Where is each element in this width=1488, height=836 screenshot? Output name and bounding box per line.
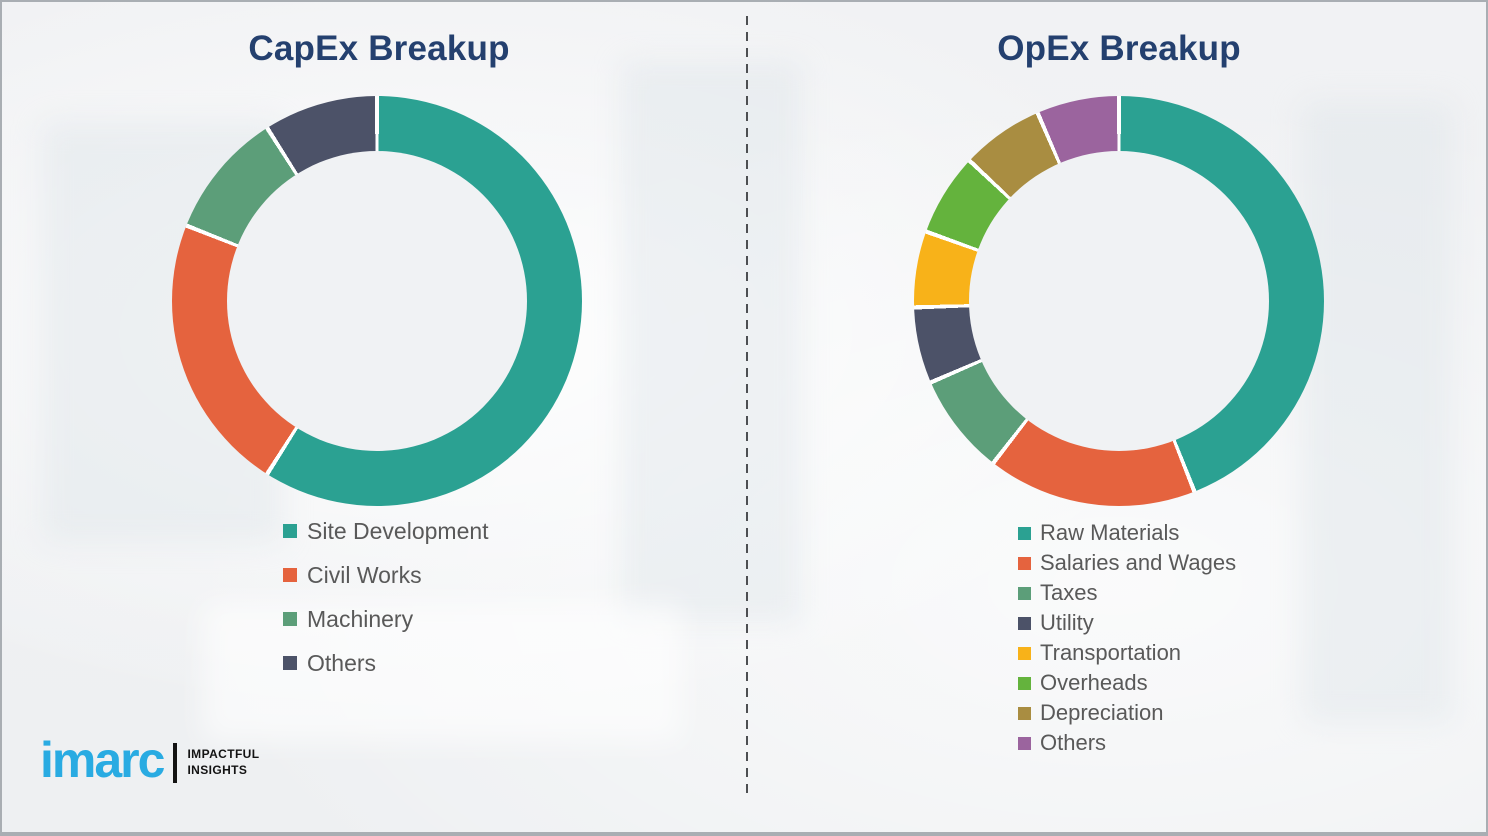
legend-item: Overheads — [1018, 668, 1236, 698]
legend-label: Transportation — [1040, 640, 1182, 665]
legend-swatch — [1018, 616, 1031, 630]
legend-swatch — [283, 524, 297, 538]
legend-swatch — [1018, 706, 1031, 720]
legend-item: Others — [283, 641, 489, 685]
background-texture — [622, 62, 802, 622]
background-texture — [202, 602, 682, 742]
legend-swatch — [283, 568, 297, 582]
legend-item: Site Development — [283, 509, 489, 553]
imarc-brand-wordmark: imarc — [40, 732, 165, 788]
opex-legend: Raw Materials Salaries and Wages Taxes Util… — [1018, 518, 1236, 758]
legend-item: Machinery — [283, 597, 489, 641]
legend-label: Depreciation — [1040, 700, 1164, 725]
legend-item: Others — [1018, 728, 1236, 758]
legend-item: Depreciation — [1018, 698, 1236, 728]
imarc-logo: imarc IMPACTFUL INSIGHTS — [40, 732, 259, 788]
opex-donut-chart — [914, 96, 1324, 506]
capex-chart-title: CapEx Breakup — [248, 29, 510, 68]
legend-item: Utility — [1018, 608, 1236, 638]
legend-label: Machinery — [307, 605, 414, 632]
legend-item: Taxes — [1018, 578, 1236, 608]
legend-swatch — [1018, 526, 1031, 540]
legend-swatch — [1018, 556, 1031, 570]
legend-swatch — [283, 656, 297, 670]
vertical-dashed-divider — [746, 16, 748, 794]
legend-item: Raw Materials — [1018, 518, 1236, 548]
legend-swatch — [1018, 736, 1031, 750]
legend-label: Taxes — [1040, 580, 1098, 605]
legend-label: Raw Materials — [1040, 520, 1180, 545]
capex-donut-hole — [227, 151, 527, 451]
legend-swatch — [1018, 586, 1031, 600]
legend-item: Civil Works — [283, 553, 489, 597]
legend-label: Others — [1040, 730, 1107, 755]
legend-label: Others — [307, 649, 377, 676]
legend-item: Salaries and Wages — [1018, 548, 1236, 578]
legend-label: Overheads — [1040, 670, 1148, 695]
legend-swatch — [1018, 646, 1031, 660]
legend-swatch — [1018, 676, 1031, 690]
legend-label: Salaries and Wages — [1040, 550, 1237, 575]
logo-tagline-line2: INSIGHTS — [187, 763, 248, 777]
legend-label: Civil Works — [307, 561, 422, 588]
logo-tagline-line1: IMPACTFUL — [187, 747, 260, 762]
opex-chart-title: OpEx Breakup — [997, 29, 1241, 68]
legend-swatch — [283, 612, 297, 626]
logo-divider-bar — [173, 743, 178, 783]
logo-tagline: IMPACTFUL INSIGHTS — [187, 747, 259, 778]
legend-label: Utility — [1040, 610, 1094, 635]
capex-legend: Site Development Civil Works Machinery Othe… — [283, 509, 489, 685]
opex-donut-hole — [969, 151, 1269, 451]
capex-donut-chart — [172, 96, 582, 506]
legend-item: Transportation — [1018, 638, 1236, 668]
background-texture — [1302, 102, 1452, 722]
legend-label: Site Development — [307, 517, 489, 544]
